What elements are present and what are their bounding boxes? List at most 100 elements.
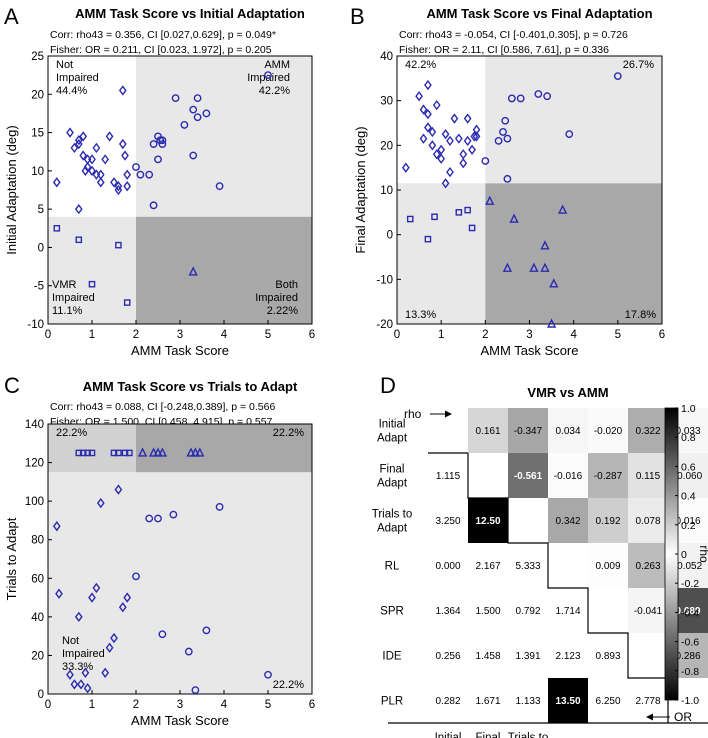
data-point-square: [406, 215, 414, 223]
heatmap-cell-value: 0.322: [635, 426, 660, 437]
data-point-diamond: [114, 181, 123, 192]
heatmap-cell: [628, 408, 668, 453]
heatmap-cell: [428, 543, 468, 588]
data-point-diamond: [463, 135, 472, 147]
data-point-triangle: [153, 447, 163, 457]
heatmap-cell: [428, 498, 468, 543]
data-point-square: [115, 241, 122, 249]
x-tick-label: 6: [309, 699, 315, 711]
data-point-circle: [613, 72, 622, 81]
heatmap-cell: [588, 408, 628, 453]
data-point-diamond: [121, 150, 129, 161]
y-axis-label: Initial Adaptation (deg): [4, 125, 19, 254]
data-point-diamond: [114, 484, 123, 495]
y-tick-label: 40: [31, 612, 44, 624]
vmr-impaired-region: [397, 183, 486, 324]
data-point-diamond: [428, 140, 437, 151]
x-tick-label: 6: [309, 329, 315, 341]
quadrant-percent: 42.2%: [259, 85, 290, 97]
data-point-circle: [189, 105, 198, 114]
data-point-diamond: [472, 131, 481, 142]
data-point-diamond: [52, 521, 61, 532]
data-point-circle: [132, 163, 140, 171]
row-label: IDE: [382, 651, 402, 663]
data-point-circle: [565, 130, 574, 139]
data-point-triangle: [509, 213, 519, 223]
heatmap-cell-value: -0.016: [554, 471, 583, 482]
x-tick-label: 4: [221, 329, 228, 341]
data-point-diamond: [52, 177, 61, 188]
chart-title: AMM Task Score vs Final Adaptation: [426, 6, 652, 21]
y-tick-label: -10: [376, 274, 393, 286]
data-point-diamond: [446, 166, 454, 178]
data-point-triangle: [186, 447, 196, 457]
col-label: Final: [476, 732, 501, 738]
data-point-diamond: [70, 142, 79, 154]
data-point-triangle: [137, 447, 148, 457]
corr-stats: Corr: rho43 = -0.054, CI [-0.401,0.305],…: [399, 29, 628, 41]
heatmap-cell-value: -0.287: [594, 471, 623, 482]
heatmap-cell: [548, 408, 588, 453]
data-point-triangle: [148, 447, 159, 457]
data-point-diamond: [463, 113, 472, 124]
data-point-circle: [507, 94, 516, 103]
quadrant-percent: 17.8%: [625, 309, 656, 321]
x-tick-label: 2: [133, 329, 139, 341]
heatmap-cell-value: 0.893: [595, 651, 620, 662]
data-point-circle: [193, 94, 202, 103]
data-point-diamond: [432, 149, 441, 160]
both-impaired-region: [136, 424, 312, 473]
heatmap-cell-value: 1.391: [515, 651, 540, 662]
data-point-triangle: [546, 318, 557, 328]
data-point-circle: [136, 170, 145, 179]
data-point-triangle: [190, 447, 201, 457]
data-point-diamond: [450, 113, 459, 124]
colorbar-tick-label: -0.6: [681, 637, 699, 649]
data-point-diamond: [83, 161, 92, 173]
quadrant-name: Impaired: [56, 72, 99, 84]
data-point-circle: [154, 514, 162, 523]
heatmap-cell: [548, 498, 588, 543]
heatmap-cell-value: -0.060: [674, 471, 703, 482]
heatmap-cell: [628, 678, 668, 723]
heatmap-cell: [428, 633, 468, 678]
data-point-diamond: [441, 129, 450, 140]
heatmap-panel-vmr-vs-amm: VMR vs AMM 0.161 -0.347 0.034 -0.020 0.322 0.0…: [372, 385, 708, 738]
corr-stats: Corr: rho43 = 0.356, CI [0.027,0.629], p…: [50, 29, 276, 41]
data-point-circle: [154, 155, 162, 164]
data-point-diamond: [118, 602, 127, 613]
data-point-circle: [503, 174, 512, 183]
rho-arrow-head: [445, 410, 452, 418]
scatter-panel-initial-adaptation: AMM Task Score vs Initial Adaptation Corr…: [4, 6, 315, 358]
heatmap-cell: [588, 678, 628, 723]
colorbar-tick-label: 0.4: [681, 491, 696, 503]
data-point-diamond: [110, 177, 118, 188]
quadrant-percent: 42.2%: [405, 59, 436, 71]
x-tick-label: 5: [265, 699, 271, 711]
data-point-circle: [264, 670, 272, 679]
panel-letter-a: A: [4, 4, 19, 29]
data-point-diamond: [96, 177, 105, 188]
y-tick-label: 40: [380, 51, 393, 63]
panel-letter-b: B: [350, 4, 365, 29]
or-annotation: OR: [674, 710, 692, 724]
heatmap-cell: [508, 408, 548, 453]
data-point-circle: [145, 514, 154, 523]
data-point-circle: [202, 109, 211, 118]
data-point-diamond: [424, 122, 432, 133]
y-tick-label: 80: [31, 535, 44, 547]
data-point-square: [75, 236, 83, 244]
vmr-impaired-region: [48, 216, 136, 324]
data-point-diamond: [66, 669, 74, 680]
heatmap-cell-value: -0.020: [594, 426, 623, 437]
data-point-triangle: [529, 262, 539, 272]
data-point-diamond: [110, 632, 118, 644]
quadrant-percent: 11.1%: [52, 305, 83, 317]
data-point-triangle: [188, 266, 198, 276]
data-point-circle: [499, 128, 507, 136]
fisher-stats: Fisher: OR = 0.211, CI [0.023, 1.972], p…: [50, 44, 272, 56]
data-point-square: [75, 449, 83, 457]
heatmap-cell: [468, 543, 508, 588]
heatmap-cell: [628, 543, 668, 588]
